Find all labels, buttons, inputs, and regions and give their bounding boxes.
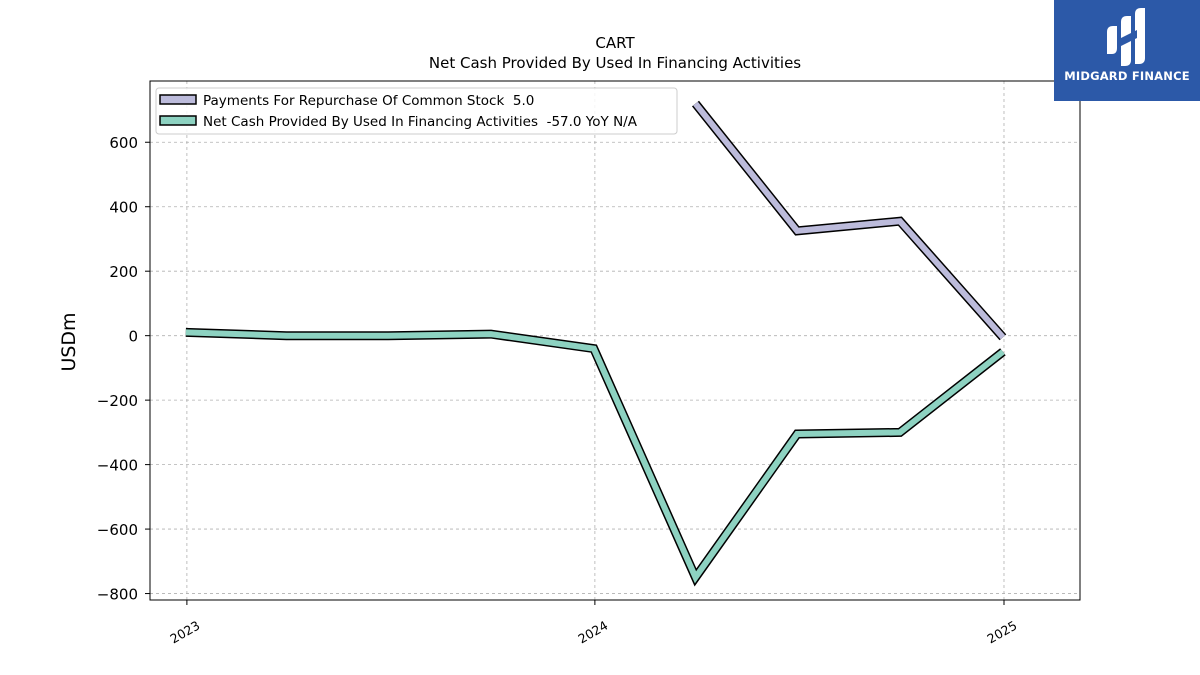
financing-line xyxy=(185,329,1005,584)
y-tick-label: −200 xyxy=(97,392,138,410)
legend: Payments For Repurchase Of Common Stock … xyxy=(155,87,678,135)
legend-swatch-repurchase xyxy=(159,94,197,105)
y-tick-label: −800 xyxy=(97,586,138,604)
y-tick-label: −600 xyxy=(97,521,138,539)
y-axis: −800 −600 −400 −200 0 200 400 600 xyxy=(97,134,150,604)
legend-label-repurchase: Payments For Repurchase Of Common Stock … xyxy=(203,93,534,109)
midgard-logo-icon xyxy=(1107,8,1145,66)
brand-logo: MIDGARD FINANCE xyxy=(1054,0,1200,101)
y-axis-label: USDm xyxy=(58,312,80,371)
x-tick-label: 2025 xyxy=(984,618,1019,647)
y-tick-label: 600 xyxy=(109,134,138,152)
repurchase-line xyxy=(693,101,1006,340)
series-lines xyxy=(185,100,1007,587)
financing-line-outline xyxy=(185,327,1006,587)
brand-name: MIDGARD FINANCE xyxy=(1064,69,1190,83)
legend-label-financing: Net Cash Provided By Used In Financing A… xyxy=(203,114,638,130)
legend-swatch-financing xyxy=(159,115,197,126)
y-tick-label: 400 xyxy=(109,199,138,217)
repurchase-line-outline xyxy=(691,100,1007,341)
grid xyxy=(150,81,1080,600)
plot-area xyxy=(149,80,1081,601)
x-tick-label: 2024 xyxy=(575,618,610,647)
y-tick-label: −400 xyxy=(97,457,138,475)
chart-title: CART xyxy=(595,34,635,52)
chart-subtitle: Net Cash Provided By Used In Financing A… xyxy=(429,54,801,72)
x-axis: 2023 2024 2025 xyxy=(167,600,1019,647)
x-tick-label: 2023 xyxy=(167,618,202,647)
y-tick-label: 0 xyxy=(128,328,138,346)
y-tick-label: 200 xyxy=(109,263,138,281)
legend-box xyxy=(155,87,678,135)
